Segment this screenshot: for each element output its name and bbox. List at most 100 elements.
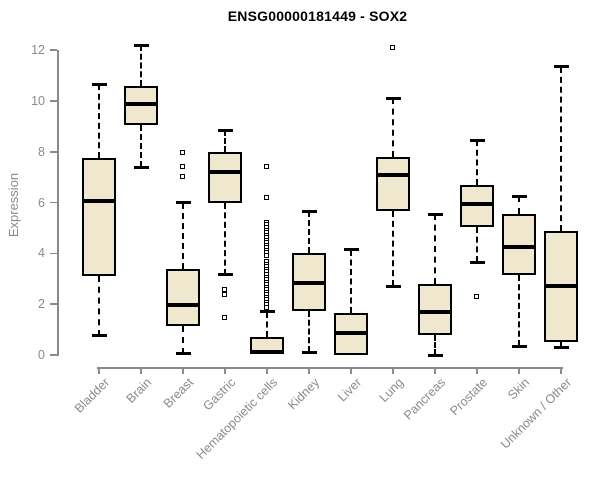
x-tick bbox=[182, 368, 184, 374]
upper-whisker-cap bbox=[343, 248, 359, 252]
box-rect bbox=[82, 158, 116, 277]
lower-whisker-line bbox=[392, 211, 394, 287]
y-tick bbox=[50, 100, 57, 102]
lower-whisker-cap bbox=[553, 345, 569, 349]
box-rect bbox=[418, 283, 452, 335]
lower-whisker-line bbox=[518, 274, 520, 347]
upper-whisker-line bbox=[434, 214, 436, 284]
y-axis-line bbox=[57, 50, 59, 357]
y-tick-label: 0 bbox=[38, 348, 45, 362]
y-tick-label: 6 bbox=[38, 195, 45, 210]
upper-whisker-line bbox=[392, 98, 394, 157]
y-tick-label: 2 bbox=[38, 297, 45, 312]
upper-whisker-line bbox=[266, 311, 268, 338]
x-tick bbox=[98, 368, 100, 374]
lower-whisker-cap bbox=[301, 350, 317, 354]
upper-whisker-cap bbox=[385, 96, 401, 100]
outlier-point bbox=[390, 44, 395, 50]
y-tick-label: 12 bbox=[31, 43, 45, 58]
y-tick bbox=[50, 354, 57, 356]
x-tick bbox=[518, 368, 520, 374]
upper-whisker-line bbox=[182, 202, 184, 269]
upper-whisker-line bbox=[476, 140, 478, 185]
x-tick bbox=[266, 368, 268, 374]
outlier-point bbox=[474, 293, 479, 299]
outlier-point bbox=[264, 194, 269, 200]
outlier-point bbox=[264, 252, 269, 258]
lower-whisker-line bbox=[434, 334, 436, 355]
upper-whisker-cap bbox=[175, 201, 191, 205]
lower-whisker-line bbox=[476, 226, 478, 263]
outlier-point bbox=[180, 150, 185, 156]
x-tick bbox=[392, 368, 394, 374]
upper-whisker-cap bbox=[301, 209, 317, 213]
lower-whisker-cap bbox=[91, 334, 107, 338]
upper-whisker-cap bbox=[259, 310, 275, 314]
y-tick bbox=[50, 201, 57, 204]
x-tick bbox=[308, 368, 310, 374]
upper-whisker-line bbox=[308, 211, 310, 254]
box-rect bbox=[502, 214, 536, 275]
outlier-point bbox=[264, 305, 269, 310]
median-line bbox=[292, 280, 326, 285]
outlier-point bbox=[264, 164, 269, 170]
lower-whisker-cap bbox=[175, 352, 191, 356]
box-rect bbox=[166, 268, 200, 326]
upper-whisker-line bbox=[224, 130, 226, 152]
median-line bbox=[544, 284, 578, 289]
outlier-point bbox=[222, 292, 227, 298]
y-tick bbox=[50, 252, 57, 255]
y-tick-label: 8 bbox=[38, 144, 45, 159]
upper-whisker-line bbox=[98, 84, 100, 159]
median-line bbox=[82, 199, 116, 204]
upper-whisker-line bbox=[350, 249, 352, 314]
x-tick bbox=[350, 368, 352, 374]
median-line bbox=[460, 201, 494, 206]
median-line bbox=[250, 350, 284, 355]
lower-whisker-line bbox=[308, 310, 310, 353]
box-rect bbox=[376, 156, 410, 212]
outlier-point bbox=[180, 164, 185, 170]
upper-whisker-cap bbox=[133, 43, 149, 47]
x-tick bbox=[560, 368, 562, 374]
median-line bbox=[376, 172, 410, 177]
chart-title: ENSG00000181449 - SOX2 bbox=[227, 8, 408, 24]
lower-whisker-line bbox=[224, 202, 226, 275]
upper-whisker-line bbox=[560, 66, 562, 231]
y-tick bbox=[50, 49, 57, 51]
median-line bbox=[502, 245, 536, 250]
upper-whisker-line bbox=[140, 45, 142, 86]
outlier-point bbox=[222, 315, 227, 321]
upper-whisker-cap bbox=[469, 138, 485, 142]
lower-whisker-cap bbox=[217, 273, 233, 277]
box-rect bbox=[208, 151, 242, 203]
upper-whisker-cap bbox=[511, 194, 527, 198]
upper-whisker-cap bbox=[553, 65, 569, 69]
lower-whisker-cap bbox=[133, 165, 149, 169]
median-line bbox=[208, 170, 242, 175]
lower-whisker-line bbox=[98, 276, 100, 336]
lower-whisker-line bbox=[182, 325, 184, 354]
median-line bbox=[334, 331, 368, 336]
x-axis-line bbox=[97, 367, 563, 369]
upper-whisker-cap bbox=[427, 212, 443, 216]
upper-whisker-cap bbox=[91, 82, 107, 86]
y-tick-label: 10 bbox=[31, 94, 45, 108]
outlier-point bbox=[180, 174, 185, 180]
outlier-point bbox=[222, 287, 227, 293]
y-tick bbox=[50, 151, 57, 153]
median-line bbox=[418, 309, 452, 314]
upper-whisker-line bbox=[518, 196, 520, 215]
lower-whisker-line bbox=[140, 125, 142, 168]
lower-whisker-cap bbox=[469, 260, 485, 264]
lower-whisker-cap bbox=[427, 353, 443, 357]
y-tick bbox=[50, 303, 57, 305]
lower-whisker-line bbox=[560, 342, 562, 348]
x-tick bbox=[140, 368, 142, 374]
lower-whisker-cap bbox=[511, 344, 527, 348]
x-tick bbox=[476, 368, 478, 374]
lower-whisker-cap bbox=[385, 284, 401, 288]
x-tick bbox=[224, 368, 226, 374]
y-tick-label: 4 bbox=[38, 246, 45, 261]
